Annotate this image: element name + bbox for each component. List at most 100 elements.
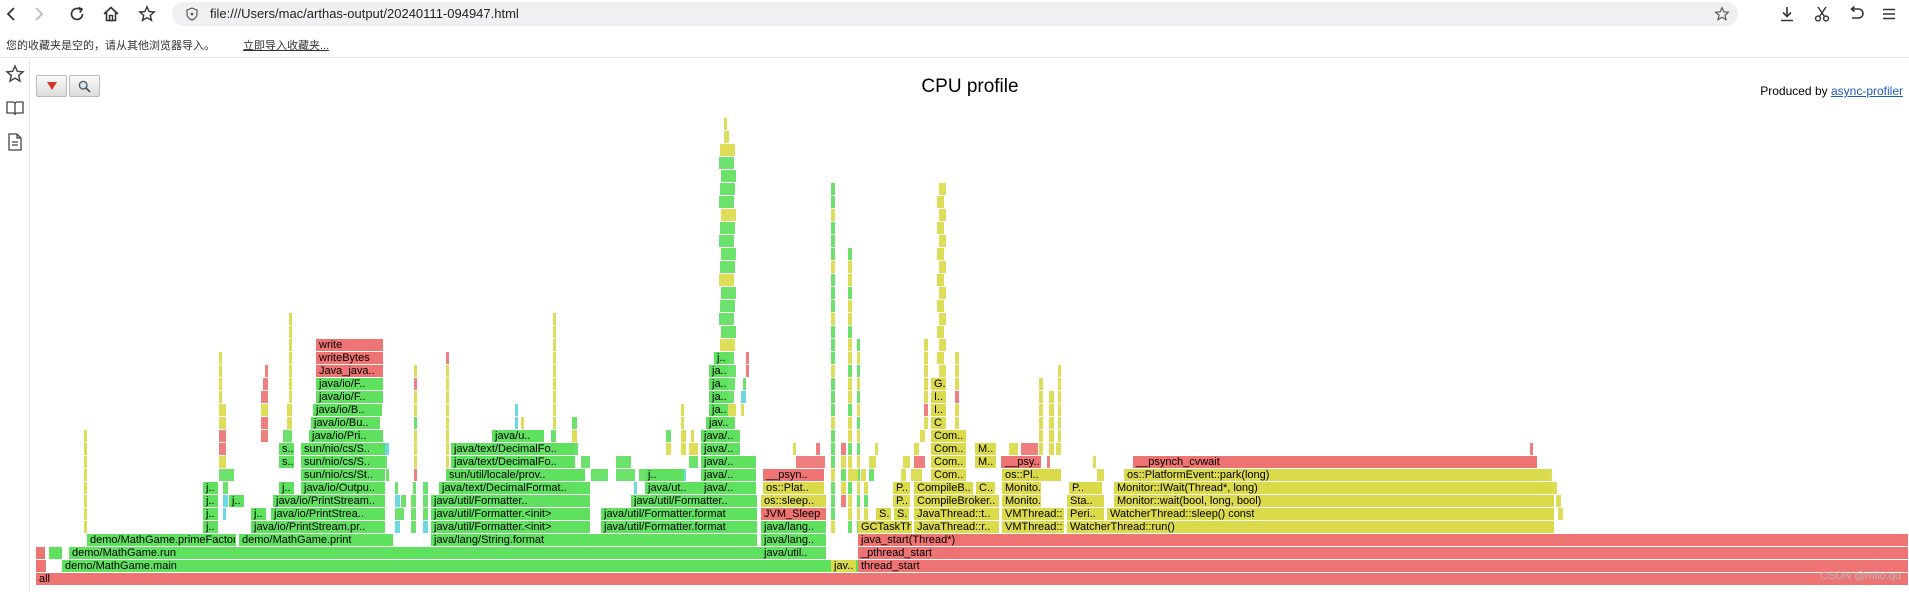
flame-frame-rect[interactable]	[761, 534, 826, 546]
flame-frame-minor[interactable]	[937, 274, 944, 286]
flame-frame-minor[interactable]	[1039, 378, 1043, 390]
home-icon[interactable]	[100, 3, 122, 25]
flame-frame-rect[interactable]	[1002, 456, 1041, 468]
flame-frame-minor[interactable]	[1039, 417, 1043, 429]
flame-frame-rect[interactable]	[203, 521, 218, 533]
flame-frame-minor[interactable]	[857, 469, 860, 481]
flame-frame-minor[interactable]	[553, 352, 556, 364]
flame-frame-rect[interactable]	[631, 495, 757, 507]
flame-frame-minor[interactable]	[719, 235, 734, 247]
flame-frame[interactable]: sun/nio/cs/S..	[301, 443, 385, 455]
flame-frame-minor[interactable]	[857, 430, 860, 442]
flame-frame-rect[interactable]	[931, 417, 944, 429]
flame-frame-minor[interactable]	[831, 339, 835, 351]
flame-frame[interactable]: ja..	[709, 391, 728, 403]
flame-frame-minor[interactable]	[681, 443, 686, 455]
notes-document-icon[interactable]	[4, 131, 26, 153]
flame-frame-minor[interactable]	[84, 430, 87, 442]
flame-frame[interactable]: java/lang/String.format	[431, 534, 757, 546]
flame-frame-minor[interactable]	[914, 456, 925, 468]
flame-frame-rect[interactable]	[1067, 521, 1554, 533]
flame-frame-minor[interactable]	[446, 443, 449, 455]
flame-frame-rect[interactable]	[763, 469, 824, 481]
flame-frame-rect[interactable]	[894, 508, 909, 520]
site-info-icon[interactable]	[185, 7, 199, 26]
flame-frame-minor[interactable]	[955, 391, 959, 403]
flame-frame-minor[interactable]	[857, 352, 860, 364]
flame-frame-rect[interactable]	[1067, 508, 1104, 520]
flame-frame-minor[interactable]	[741, 391, 746, 403]
flame-frame[interactable]: java/text/DecimalFo..	[451, 443, 575, 455]
flame-frame-minor[interactable]	[384, 443, 389, 455]
flame-frame-minor[interactable]	[743, 378, 746, 390]
flame-frame-minor[interactable]	[414, 404, 417, 416]
flame-frame-rect[interactable]	[858, 534, 1908, 546]
flame-frame-rect[interactable]	[858, 547, 1908, 559]
flame-frame-minor[interactable]	[848, 274, 852, 286]
flame-frame-minor[interactable]	[848, 352, 852, 364]
flame-frame-rect[interactable]	[876, 508, 891, 520]
flame-frame-minor[interactable]	[289, 378, 292, 390]
flame-frame-minor[interactable]	[924, 378, 928, 390]
flame-frame-rect[interactable]	[763, 482, 824, 494]
flame-frame-minor[interactable]	[1039, 430, 1043, 442]
flame-frame-minor[interactable]	[869, 469, 874, 481]
flame-frame[interactable]: s..	[279, 456, 294, 468]
flame-frame-minor[interactable]	[848, 248, 852, 260]
bookmark-star-icon[interactable]	[136, 3, 158, 25]
flame-frame-minor[interactable]	[446, 404, 449, 416]
flame-frame-rect[interactable]	[49, 547, 62, 559]
flame-frame-minor[interactable]	[841, 469, 846, 481]
flame-frame[interactable]: java/io/Outpu..	[301, 482, 385, 494]
flame-frame[interactable]: java/..	[701, 443, 740, 455]
flame-frame-rect[interactable]	[709, 365, 728, 377]
flame-frame-minor[interactable]	[634, 482, 637, 494]
flame-frame-minor[interactable]	[939, 183, 946, 195]
flame-frame-minor[interactable]	[721, 170, 736, 182]
flame-frame-rect[interactable]	[273, 495, 385, 507]
flame-frame-rect[interactable]	[701, 430, 740, 442]
flame-frame[interactable]: CompileB..	[914, 482, 973, 494]
flame-frame[interactable]: S..	[894, 508, 910, 520]
flame-frame-minor[interactable]	[857, 365, 860, 377]
flame-frame-minor[interactable]	[720, 183, 735, 195]
flame-frame[interactable]: __psyn..	[763, 469, 824, 481]
flame-frame[interactable]: Com..	[931, 469, 966, 481]
flame-frame[interactable]: demo/MathGame.primeFactors	[87, 534, 243, 546]
flame-frame-minor[interactable]	[848, 391, 852, 403]
flame-frame-minor[interactable]	[1058, 378, 1061, 390]
flame-frame-rect[interactable]	[701, 469, 756, 481]
flame-frame-minor[interactable]	[1556, 495, 1561, 507]
flame-frame-minor[interactable]	[831, 183, 835, 195]
flame-frame-minor[interactable]	[831, 456, 835, 468]
flame-frame-minor[interactable]	[720, 339, 735, 351]
flame-frame[interactable]	[36, 547, 45, 559]
flame-frame-minor[interactable]	[857, 508, 860, 520]
flame-frame-minor[interactable]	[857, 391, 860, 403]
flame-frame-rect[interactable]	[301, 443, 385, 455]
flame-frame-rect[interactable]	[976, 482, 995, 494]
flame-frame-minor[interactable]	[719, 274, 734, 286]
flame-frame-minor[interactable]	[869, 456, 876, 468]
flame-frame[interactable]: java/io/F..	[316, 391, 383, 403]
flame-frame[interactable]: java/util..	[761, 547, 826, 559]
flame-frame-rect[interactable]	[279, 482, 294, 494]
flame-frame-minor[interactable]	[1009, 443, 1018, 455]
flame-frame-minor[interactable]	[848, 443, 852, 455]
flame-frame[interactable]: j..	[645, 469, 684, 481]
flame-frame-minor[interactable]	[219, 352, 222, 364]
flame-frame[interactable]: jav..	[706, 417, 735, 429]
flame-frame-minor[interactable]	[831, 521, 835, 533]
flame-frame-minor[interactable]	[924, 404, 928, 416]
favorite-star-icon[interactable]	[1714, 6, 1730, 27]
flame-frame-minor[interactable]	[423, 482, 428, 494]
flame-frame[interactable]: java/util/Formatter..	[631, 495, 757, 507]
flame-frame[interactable]: java/text/DecimalFo..	[451, 456, 575, 468]
flame-frame-minor[interactable]	[446, 352, 449, 364]
flame-frame[interactable]: Monitor::wait(bool, long, bool)	[1114, 495, 1554, 507]
flame-frame-rect[interactable]	[439, 482, 590, 494]
flame-frame-rect[interactable]	[761, 521, 826, 533]
flame-frame[interactable]: java/util/Formatter.<init>	[431, 508, 590, 520]
flame-frame-rect[interactable]	[601, 508, 757, 520]
flame-frame-minor[interactable]	[955, 378, 959, 390]
